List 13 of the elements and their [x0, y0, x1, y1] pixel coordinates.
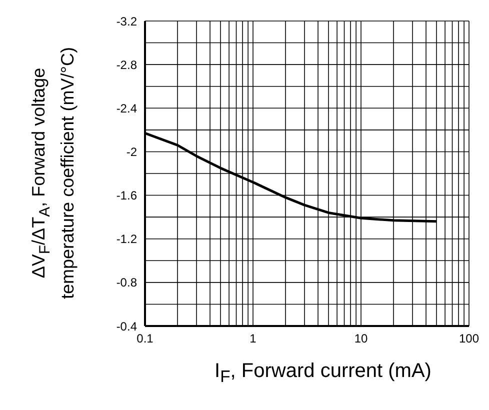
y-tick-label: -1.2: [116, 232, 138, 246]
x-tick-label: 100: [458, 332, 480, 346]
y-tick-label: -1.6: [116, 188, 138, 203]
y-tick-label: -2.8: [116, 58, 138, 72]
y-tick-label: -0.8: [116, 276, 138, 290]
y-tick-label: -3.2: [116, 14, 138, 28]
x-axis-title: I$_{F}$, Forward current (mA): [214, 360, 432, 387]
y-tick-label: -2.4: [116, 101, 138, 116]
x-tick-label: 10: [354, 332, 368, 346]
x-tick-label: 1: [250, 332, 257, 346]
y-tick-label: -0.4: [116, 319, 138, 334]
x-tick-label: 0.1: [136, 332, 154, 346]
y-tick-label: -2: [126, 144, 138, 159]
